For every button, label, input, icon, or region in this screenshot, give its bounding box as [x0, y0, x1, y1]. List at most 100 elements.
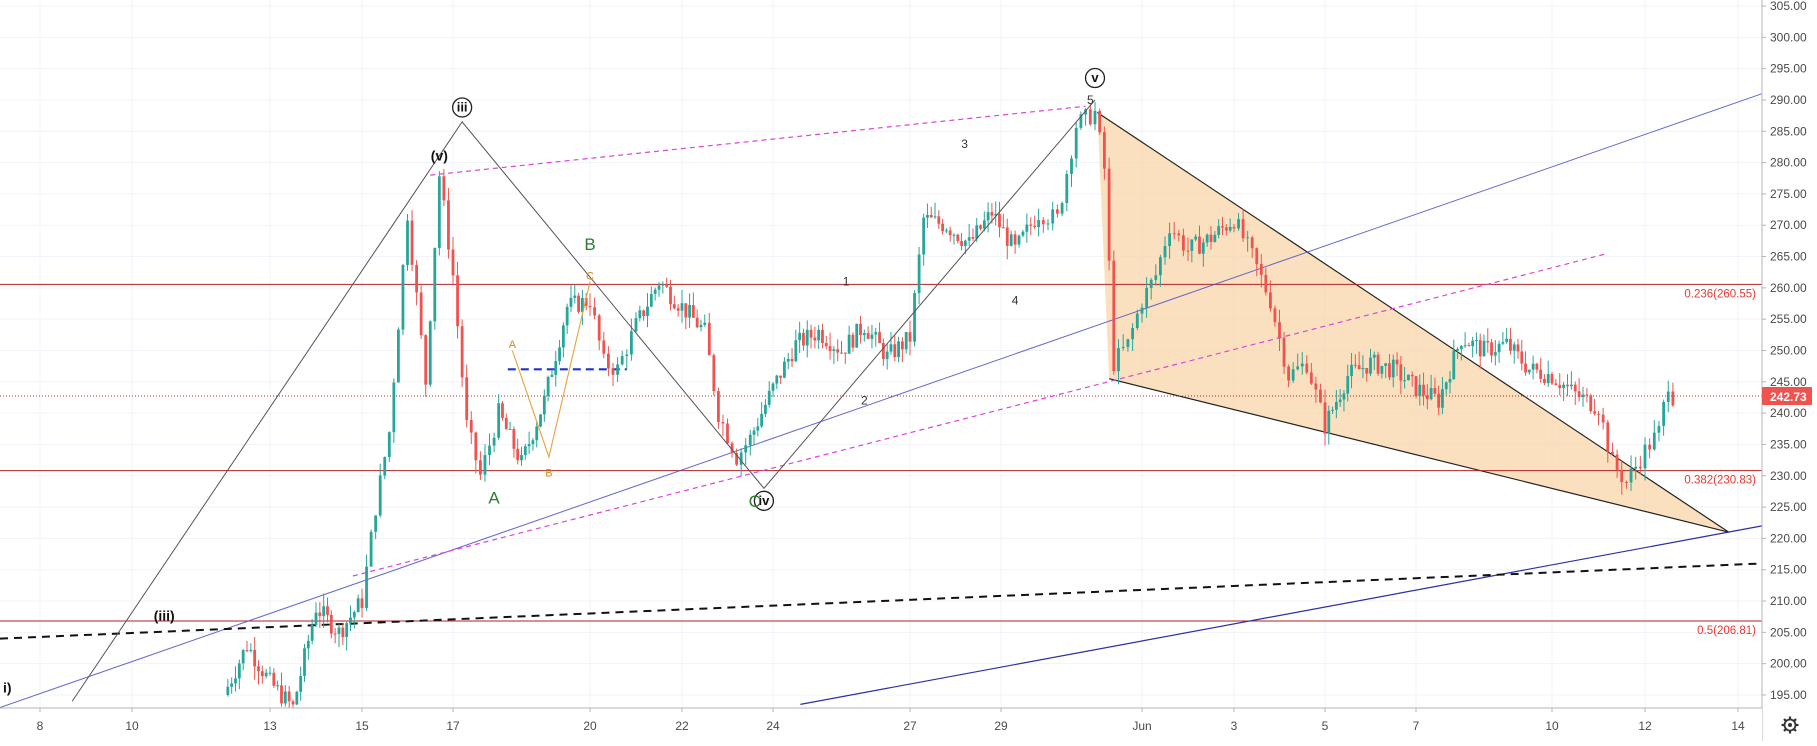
candle-body	[383, 457, 387, 476]
candle	[1422, 372, 1425, 406]
fib-level-label: 0.382(230.83)	[1684, 475, 1756, 487]
price-tick-label: 305.00	[1770, 0, 1807, 13]
candle-body	[1278, 322, 1281, 338]
candle-body	[767, 390, 771, 405]
candle	[1611, 442, 1614, 455]
candle-body	[253, 649, 257, 667]
candle	[1606, 419, 1610, 463]
candle-body	[1425, 395, 1429, 400]
candle-body	[337, 627, 341, 634]
price-axis[interactable]: 195.00 200.00 205.00 210.00 215.00 220.00 225.…	[1684, 0, 1817, 741]
candle-body	[1154, 275, 1158, 280]
candle-body	[1145, 287, 1148, 308]
candle-body	[1209, 234, 1213, 242]
candle	[1198, 225, 1201, 255]
candle-body	[859, 323, 862, 336]
current-price-tag[interactable]: 242.73	[1762, 387, 1812, 406]
candle-body	[840, 352, 843, 354]
candle-body	[299, 675, 303, 692]
candle	[840, 340, 843, 354]
candle-body	[1634, 466, 1638, 469]
time-axis[interactable]: 8 10 13 15 17 20 22 24 27 29 Jun 3 5 7 10 12 14	[0, 707, 1762, 741]
time-tick-label: 17	[446, 719, 460, 733]
candle	[1205, 233, 1209, 247]
candle-body	[365, 566, 368, 608]
candle	[1296, 353, 1300, 371]
time-axis-bg	[0, 708, 1762, 741]
candle	[1098, 108, 1102, 135]
candle	[326, 597, 329, 623]
candle-body	[1429, 388, 1433, 400]
candle-body	[752, 430, 756, 435]
candle	[824, 335, 828, 350]
candle	[333, 628, 337, 644]
candle-body	[1001, 227, 1005, 229]
wave-path-primary	[71, 99, 1096, 702]
candle	[676, 304, 680, 317]
candle	[794, 329, 798, 363]
chart-settings-button[interactable]	[1781, 716, 1799, 734]
candle	[1418, 374, 1422, 406]
candle	[1543, 374, 1546, 386]
candle	[280, 672, 283, 707]
candle-body	[1535, 363, 1539, 370]
candle-body	[1074, 127, 1078, 159]
candle	[691, 292, 695, 319]
wave-label: iv	[753, 490, 775, 511]
candle	[646, 293, 649, 328]
candle-body	[447, 200, 450, 250]
candle	[1535, 362, 1539, 374]
candle-body	[479, 460, 482, 475]
candle	[684, 303, 688, 330]
candle	[786, 352, 790, 370]
candle	[1126, 338, 1130, 352]
candle-body	[1573, 384, 1577, 392]
candle-body	[1041, 220, 1045, 225]
gear-icon[interactable]	[1781, 716, 1799, 734]
candle-body	[310, 624, 314, 641]
candle-body	[798, 332, 802, 341]
candle	[303, 643, 306, 682]
candle	[1615, 449, 1619, 478]
candle	[669, 280, 672, 311]
candle	[1009, 230, 1013, 247]
candle	[1221, 216, 1224, 235]
candle-body	[1323, 402, 1327, 434]
candle-body	[824, 343, 828, 347]
candle	[322, 593, 326, 628]
candle	[1456, 346, 1459, 359]
wave-label-text: A	[509, 339, 517, 351]
candle	[1001, 213, 1005, 229]
candle-body	[1300, 363, 1304, 367]
candle	[1429, 374, 1433, 401]
wave-label-text: 4	[1012, 293, 1019, 307]
candle-body	[1163, 246, 1167, 258]
candle	[1033, 215, 1037, 230]
candle-body	[948, 230, 952, 236]
candle	[1505, 328, 1509, 344]
candle	[497, 394, 501, 440]
candle	[512, 426, 516, 458]
candle-body	[1177, 233, 1181, 236]
price-tick-label: 275.00	[1770, 187, 1807, 201]
candle	[577, 292, 580, 314]
fib-level-label: 0.236(260.55)	[1684, 288, 1756, 300]
candle-body	[1264, 274, 1268, 293]
candle	[433, 247, 437, 330]
candle-body	[1546, 374, 1550, 384]
candle-body	[828, 346, 832, 352]
candle-body	[994, 213, 998, 216]
candle-body	[424, 335, 428, 385]
candle	[1131, 323, 1134, 352]
price-tick-label: 225.00	[1770, 500, 1807, 514]
candle	[1259, 254, 1263, 288]
candle-body	[1287, 366, 1290, 381]
candle	[866, 326, 870, 340]
candle-body	[1084, 109, 1087, 115]
wave-label: iii	[451, 97, 473, 118]
candle	[483, 444, 487, 482]
candle-body	[283, 691, 287, 704]
candle	[748, 429, 752, 456]
